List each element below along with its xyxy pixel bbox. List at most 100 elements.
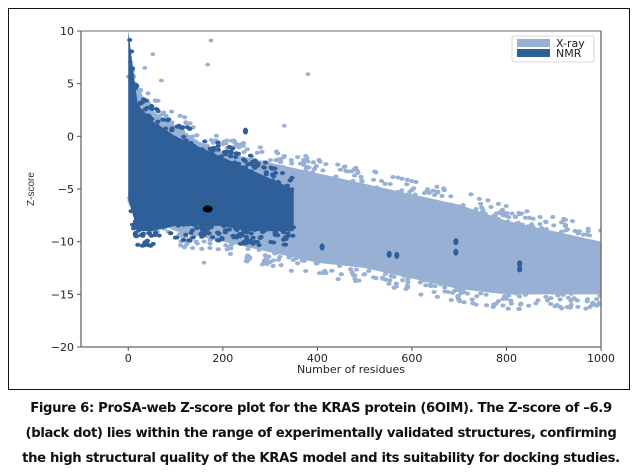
- data-point: [358, 174, 364, 179]
- data-point: [374, 185, 380, 190]
- data-point: [247, 169, 253, 174]
- zscore-scatter-plot: 10 5 0 −5 −10 −15 −20 0 200 400 600 800 1000 X-ray N…: [26, 25, 615, 376]
- data-point: [565, 295, 572, 300]
- x-tick-label: 400: [307, 352, 328, 365]
- data-point: [176, 123, 182, 128]
- data-point: [355, 170, 361, 175]
- data-point: [290, 225, 296, 230]
- data-point: [569, 219, 576, 224]
- data-point: [286, 255, 292, 260]
- data-point: [323, 258, 329, 263]
- data-point: [268, 165, 274, 170]
- data-point: [353, 279, 359, 284]
- data-point: [543, 219, 549, 224]
- data-point: [597, 293, 601, 298]
- density-region: [128, 31, 294, 232]
- data-point: [133, 83, 139, 87]
- data-point: [452, 284, 458, 288]
- data-point: [430, 188, 436, 193]
- data-point: [187, 121, 193, 126]
- data-point: [303, 269, 309, 273]
- data-point: [485, 198, 491, 203]
- data-point: [214, 238, 221, 243]
- data-point: [352, 173, 358, 178]
- data-point: [483, 292, 489, 297]
- data-point: [145, 226, 151, 231]
- data-point: [405, 193, 411, 198]
- data-point: [539, 226, 545, 230]
- data-point: [488, 205, 494, 209]
- data-point: [184, 125, 191, 130]
- data-point: [226, 145, 232, 149]
- data-point: [320, 168, 326, 173]
- data-point: [242, 165, 248, 170]
- data-point: [522, 292, 529, 297]
- x-tick-label: 600: [401, 352, 422, 365]
- data-point: [537, 215, 543, 219]
- data-point: [518, 301, 524, 306]
- data-point: [160, 117, 166, 122]
- data-point: [453, 248, 459, 256]
- data-point: [498, 288, 504, 293]
- data-point: [207, 241, 213, 246]
- data-point: [142, 65, 148, 70]
- data-point: [242, 158, 248, 163]
- data-point: [228, 149, 234, 154]
- data-point: [371, 275, 377, 280]
- data-point: [182, 228, 188, 233]
- data-point: [373, 170, 379, 175]
- data-point: [474, 294, 480, 299]
- data-point: [260, 246, 266, 250]
- data-point: [247, 153, 254, 158]
- data-point: [525, 290, 532, 295]
- data-point: [500, 213, 506, 218]
- data-point: [505, 306, 511, 311]
- data-point: [216, 231, 222, 236]
- data-point: [204, 143, 210, 148]
- data-point: [574, 298, 580, 303]
- data-point: [566, 236, 572, 241]
- data-point: [255, 225, 261, 229]
- data-point: [455, 294, 461, 299]
- data-point: [270, 263, 276, 268]
- data-point: [537, 222, 543, 227]
- data-point: [207, 246, 213, 250]
- data-point: [509, 211, 515, 216]
- data-point: [473, 207, 479, 211]
- data-point: [261, 165, 267, 170]
- data-point: [228, 154, 234, 159]
- axes: 10 5 0 −5 −10 −15 −20 0 200 400 600 800 1000: [51, 25, 615, 365]
- data-point: [457, 299, 463, 304]
- data-point: [391, 274, 397, 279]
- data-point: [509, 290, 515, 295]
- data-point: [495, 216, 501, 221]
- data-point: [501, 294, 508, 299]
- data-point: [254, 239, 260, 244]
- data-point: [303, 153, 309, 158]
- data-point: [480, 208, 486, 213]
- data-point: [382, 181, 388, 186]
- data-point: [478, 291, 484, 296]
- data-point: [535, 298, 541, 303]
- data-point: [295, 261, 301, 266]
- data-point: [254, 150, 260, 155]
- data-point: [289, 187, 295, 192]
- y-tick-label: −10: [51, 236, 74, 249]
- data-point: [259, 262, 265, 267]
- data-point: [132, 230, 138, 238]
- data-point: [198, 225, 204, 230]
- data-point: [434, 294, 440, 299]
- data-point: [215, 147, 221, 152]
- data-point: [130, 66, 136, 71]
- data-point: [300, 254, 306, 259]
- data-point: [448, 194, 454, 199]
- data-point: [335, 277, 341, 282]
- data-point: [284, 183, 290, 188]
- data-point: [445, 290, 451, 294]
- data-point: [379, 179, 385, 183]
- data-point: [391, 285, 397, 290]
- data-point: [317, 271, 323, 276]
- data-point: [453, 238, 459, 246]
- data-point: [469, 297, 475, 302]
- data-point: [305, 159, 311, 164]
